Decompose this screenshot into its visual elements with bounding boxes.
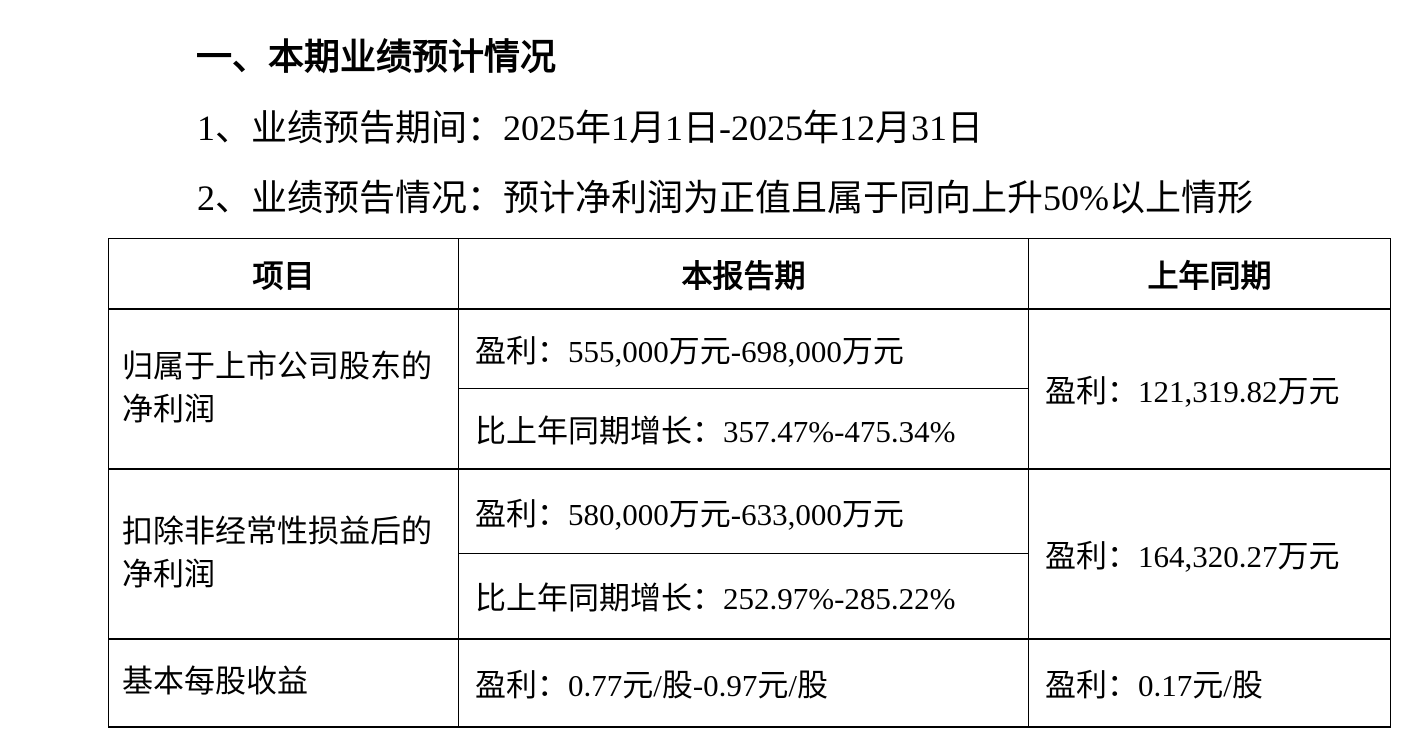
table-header-row: 项目 本报告期 上年同期 (108, 238, 1391, 310)
table-row: 基本每股收益 盈利：0.77元/股-0.97元/股 盈利：0.17元/股 (108, 638, 1391, 728)
cell-yoy-growth-range: 比上年同期增长：252.97%-285.22% (458, 553, 1029, 640)
cell-yoy-growth-range: 比上年同期增长：357.47%-475.34% (458, 388, 1029, 470)
cell-prior-period-profit: 盈利：164,320.27万元 (1028, 468, 1391, 640)
table-row: 扣除非经常性损益后的净利润 盈利：580,000万元-633,000万元 盈利：… (108, 468, 1391, 640)
performance-forecast-table: 项目 本报告期 上年同期 归属于上市公司股东的净利润 盈利：555,000万元-… (108, 238, 1391, 728)
cell-prior-eps: 盈利：0.17元/股 (1028, 638, 1391, 728)
forecast-period-paragraph: 1、业绩预告期间：2025年1月1日-2025年12月31日 (197, 108, 983, 148)
column-header-item: 项目 (108, 238, 459, 310)
table-row: 比上年同期增长：252.97%-285.22% (109, 553, 1391, 640)
table-row: 归属于上市公司股东的净利润 盈利：555,000万元-698,000万元 盈利：… (108, 308, 1391, 470)
cell-current-profit-range: 盈利：555,000万元-698,000万元 (458, 308, 1029, 389)
cell-item-net-profit-attributable: 归属于上市公司股东的净利润 (108, 308, 459, 470)
column-header-prior-period: 上年同期 (1028, 238, 1391, 310)
forecast-situation-paragraph: 2、业绩预告情况：预计净利润为正值且属于同向上升50%以上情形 (197, 178, 1253, 218)
column-header-current-period: 本报告期 (458, 238, 1029, 310)
cell-item-basic-eps: 基本每股收益 (108, 638, 459, 728)
section-heading: 一、本期业绩预计情况 (196, 37, 557, 77)
table-row: 比上年同期增长：357.47%-475.34% (109, 388, 1391, 470)
cell-current-profit-range: 盈利：580,000万元-633,000万元 (458, 468, 1029, 554)
cell-item-net-profit-deducted: 扣除非经常性损益后的净利润 (108, 468, 459, 640)
cell-prior-period-profit: 盈利：121,319.82万元 (1028, 308, 1391, 470)
cell-current-eps-range: 盈利：0.77元/股-0.97元/股 (458, 638, 1029, 728)
